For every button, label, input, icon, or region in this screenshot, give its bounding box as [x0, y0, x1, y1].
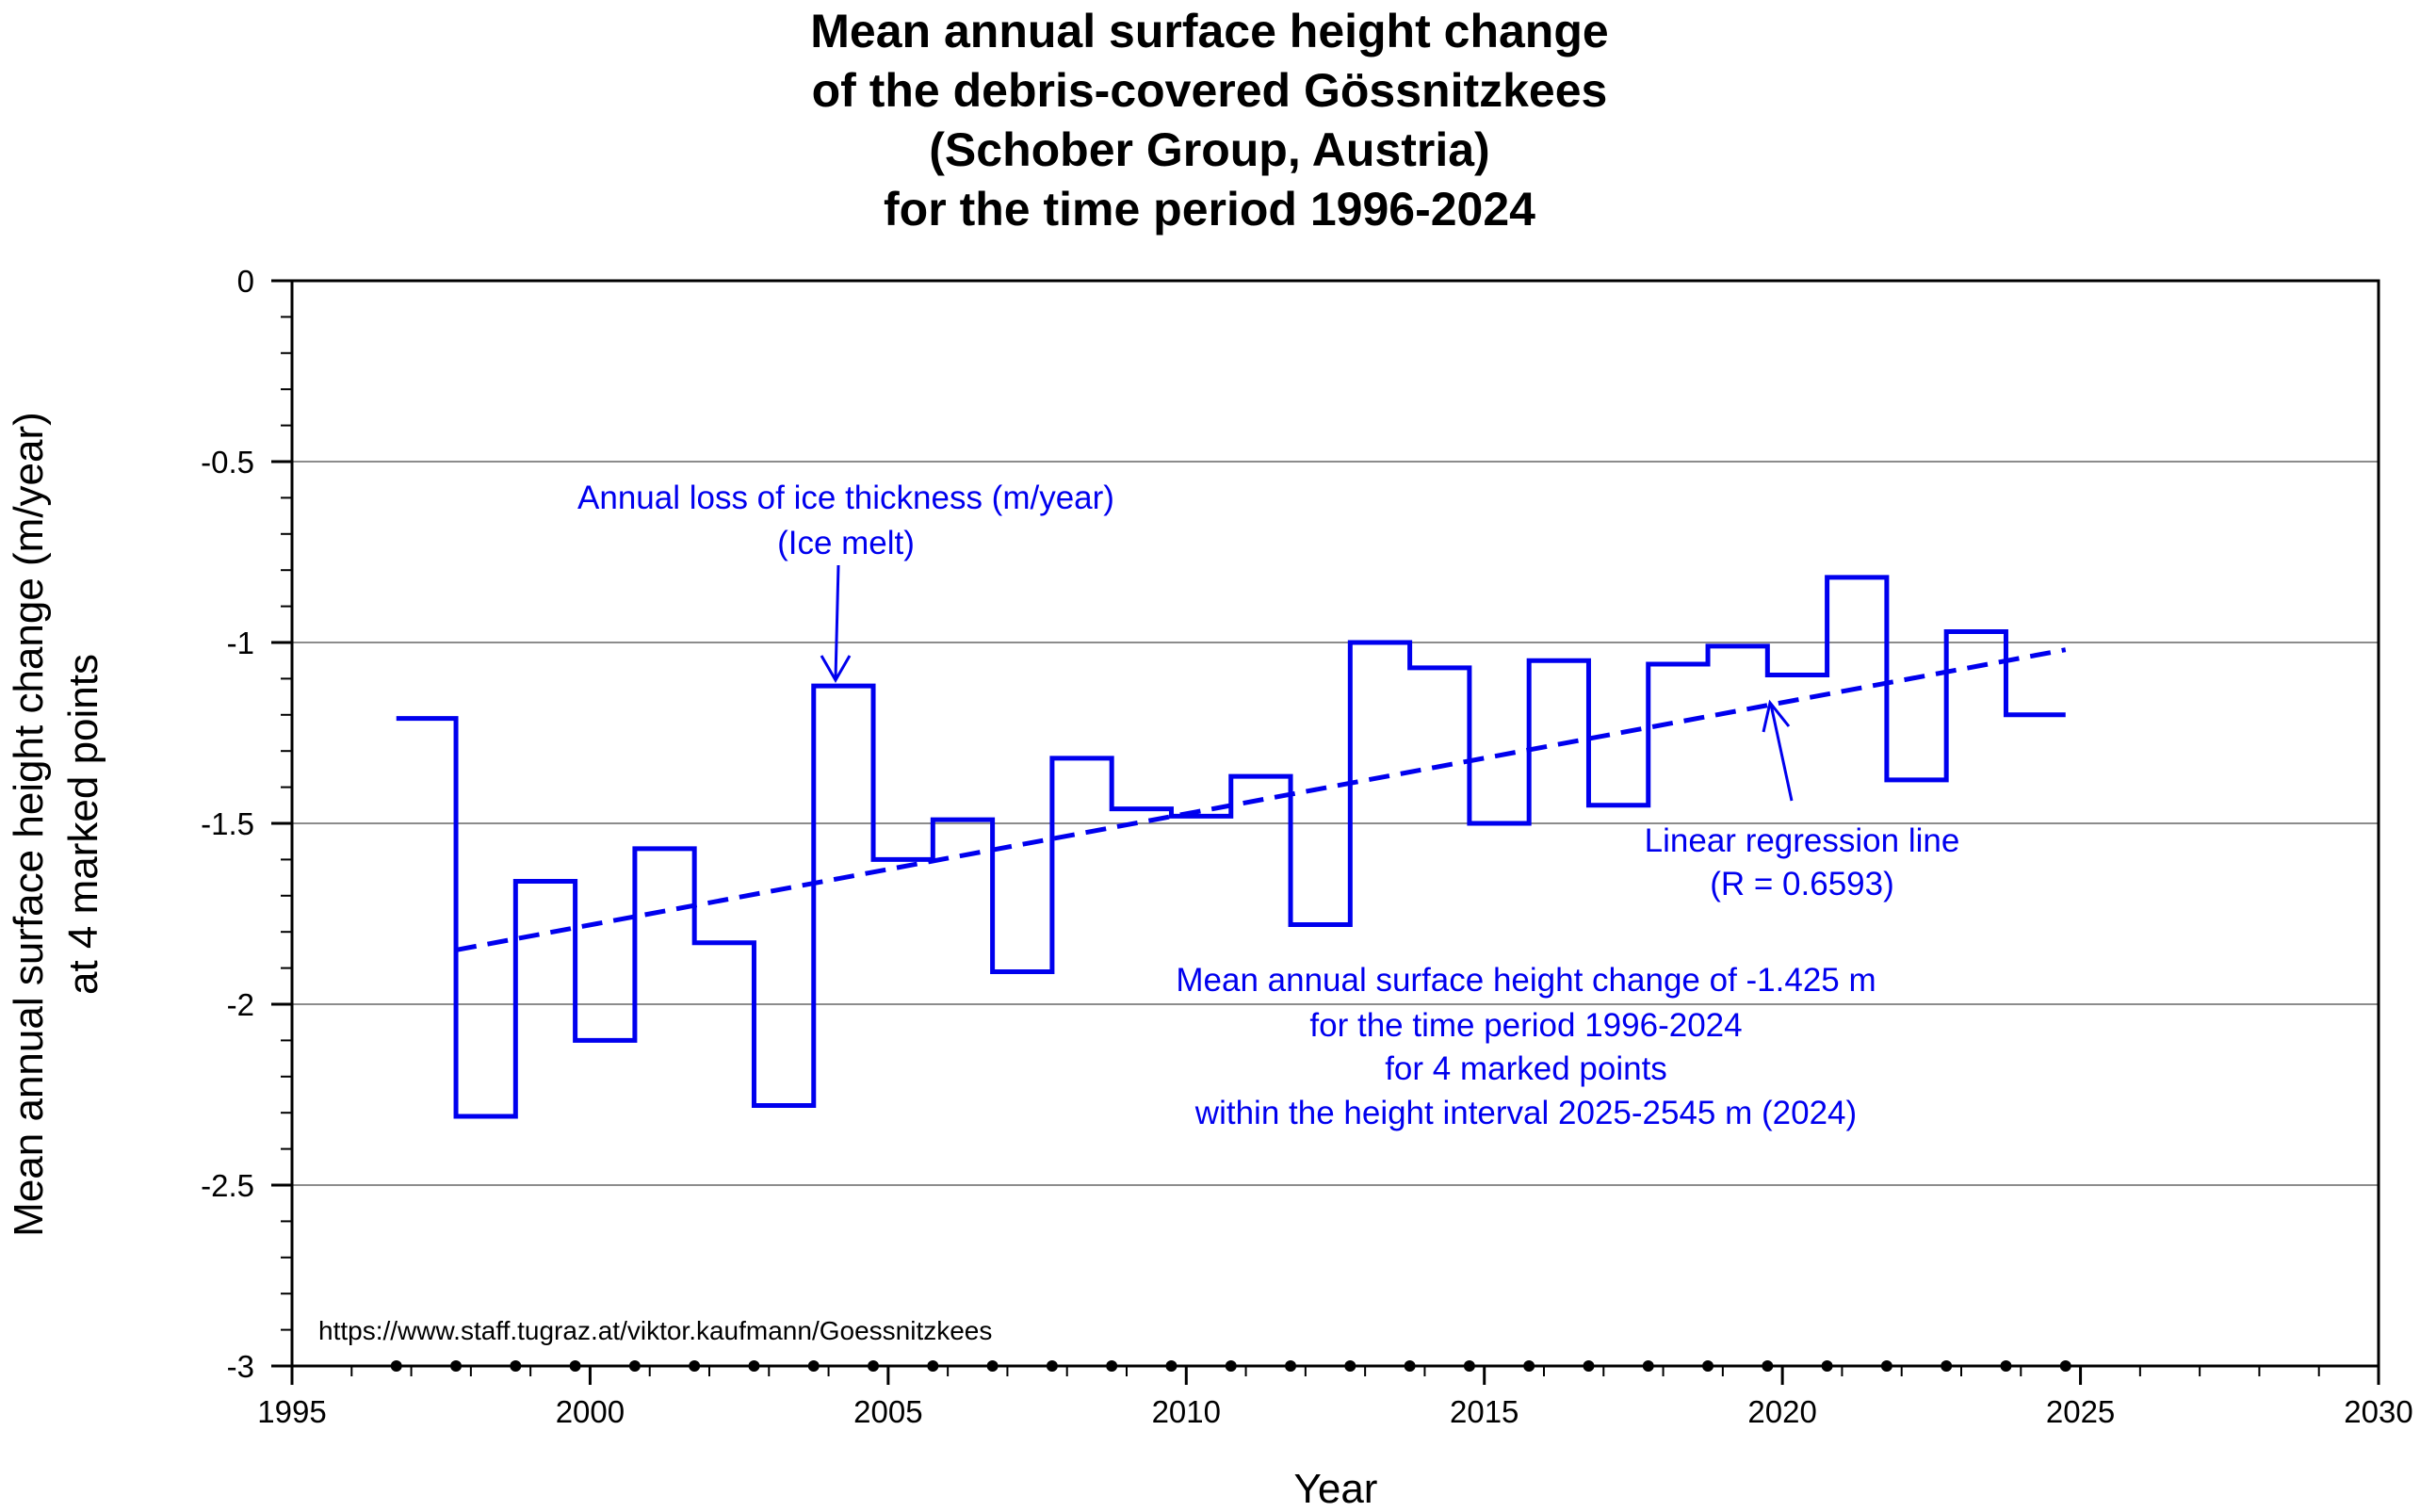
x-tick-label: 1995	[257, 1394, 326, 1429]
y-axis-title: Mean annual surface height change (m/yea…	[6, 412, 106, 1237]
annotation-regression-line-2: (R = 0.6593)	[1710, 866, 1894, 902]
y-tick-label: -0.5	[201, 445, 254, 480]
x-axis-title: Year	[1294, 1466, 1378, 1512]
title-line-3: (Schober Group, Austria)	[929, 123, 1489, 176]
y-axis-title-line-1: Mean annual surface height change (m/yea…	[6, 412, 52, 1237]
x-tick-label: 2005	[853, 1394, 922, 1429]
annotation-regression: Linear regression line (R = 0.6593)	[1645, 699, 1960, 902]
y-axis-title-line-2: at 4 marked points	[60, 654, 106, 995]
title-line-2: of the debris-covered Gössnitzkees	[812, 64, 1608, 117]
gridlines	[292, 461, 2379, 1186]
y-tick-label: -2.5	[201, 1168, 254, 1203]
annotation-mean-line-3: for 4 marked points	[1385, 1050, 1667, 1087]
annotation-regression-line-1: Linear regression line	[1645, 822, 1960, 859]
y-tick-label: -3	[227, 1349, 254, 1384]
regression-line	[455, 647, 2067, 952]
x-tick-label: 2010	[1152, 1394, 1221, 1429]
y-tick-label: -1	[227, 626, 254, 660]
x-tick-label: 2015	[1450, 1394, 1519, 1429]
x-tick-label: 2025	[2046, 1394, 2115, 1429]
annotation-mean-line-1: Mean annual surface height change of -1.…	[1176, 962, 1876, 999]
plot-series	[396, 575, 2067, 1119]
x-tick-label: 2000	[556, 1394, 625, 1429]
source-url: https://www.staff.tugraz.at/viktor.kaufm…	[318, 1316, 992, 1345]
annotation-ice-melt-arrow	[834, 564, 840, 679]
annotation-regression-arrowhead	[1762, 699, 1791, 733]
title-line-4: for the time period 1996-2024	[884, 183, 1535, 236]
annotation-mean-change: Mean annual surface height change of -1.…	[1176, 962, 1876, 1131]
annotation-regression-arrow	[1769, 704, 1794, 802]
chart-title: Mean annual surface height change of the…	[810, 5, 1608, 236]
annotation-mean-line-4: within the height interval 2025-2545 m (…	[1194, 1095, 1857, 1131]
annotation-ice-melt-line-1: Annual loss of ice thickness (m/year)	[577, 480, 1114, 516]
annotation-ice-melt-arrowhead	[820, 655, 852, 684]
annotation-ice-melt-line-2: (Ice melt)	[777, 525, 915, 561]
annotation-mean-line-2: for the time period 1996-2024	[1309, 1007, 1742, 1044]
y-tick-label: 0	[237, 264, 254, 299]
title-line-1: Mean annual surface height change	[810, 5, 1608, 57]
y-tick-label: -1.5	[201, 806, 254, 841]
x-tick-label: 2020	[1747, 1394, 1816, 1429]
y-tick-label: -2	[227, 987, 254, 1022]
x-tick-label: 2030	[2344, 1394, 2412, 1429]
annotation-ice-melt: Annual loss of ice thickness (m/year) (I…	[577, 480, 1114, 684]
axis-ticks	[271, 279, 2380, 1385]
plot-frame	[290, 279, 2380, 1368]
step-series-line	[396, 575, 2066, 1119]
